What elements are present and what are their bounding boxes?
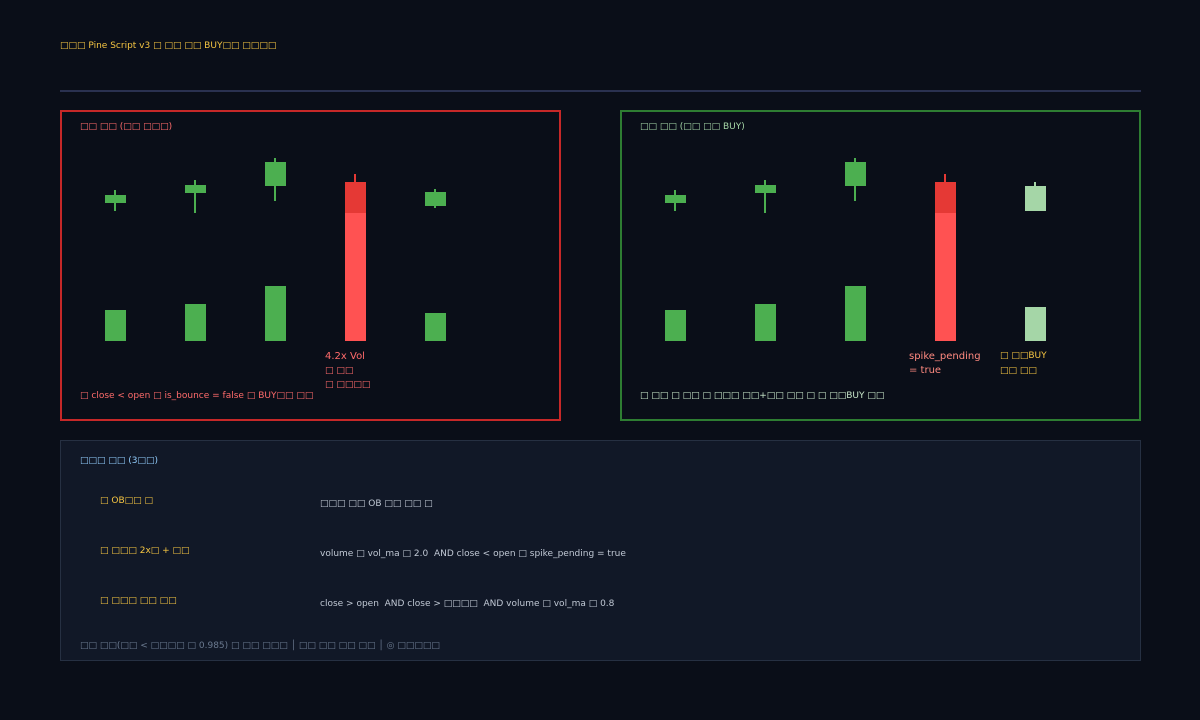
annotation: spike_pending: [909, 351, 981, 362]
condition-name: □ OB□□ □: [100, 496, 153, 506]
volume-bar: [845, 286, 866, 341]
conditions-title: □□□ □□ (3□□): [80, 456, 158, 466]
candle-body: [665, 195, 686, 203]
annotation: □ □□BUY: [1000, 351, 1047, 361]
wick: [764, 180, 766, 213]
volume-bar: [755, 304, 776, 341]
right-panel: [620, 110, 1141, 421]
wick: [1034, 182, 1036, 186]
candle-body: [105, 195, 126, 203]
condition-rule: □□□ □□ OB □□ □□ □: [320, 499, 433, 509]
candle-body: [185, 185, 206, 193]
left-panel: [60, 110, 561, 421]
candle-body: [935, 182, 956, 213]
conditions-panel: [60, 440, 1141, 661]
volume-bar: [1025, 307, 1046, 341]
annotation: = true: [909, 365, 942, 376]
annotation: □ □□: [325, 366, 354, 376]
candle-body: [265, 162, 286, 186]
volume-bar: [935, 213, 956, 341]
volume-bar: [105, 310, 126, 341]
candle-body: [1025, 186, 1046, 211]
condition-rule: volume □ vol_ma □ 2.0 AND close < open □…: [320, 549, 626, 559]
annotation: □□ □□: [1000, 366, 1037, 376]
annotation: □ □□□□: [325, 380, 371, 390]
footer: □□ □□(□□ < □□□□ □ 0.985) □ □□ □□□ │ □□ □…: [80, 641, 440, 651]
candle-body: [845, 162, 866, 186]
divider: [60, 90, 1141, 92]
panel-label: □□ □□ (□□ □□ BUY): [640, 122, 745, 132]
candle-body: [425, 192, 446, 206]
volume-bar: [425, 313, 446, 341]
title: □□□ Pine Script v3 □ □□ □□ BUY□□ □□□□: [60, 41, 277, 51]
volume-bar: [185, 304, 206, 341]
panel-note: □ close < open □ is_bounce = false □ BUY…: [80, 391, 314, 401]
annotation: 4.2x Vol: [325, 351, 365, 362]
condition-name: □ □□□ 2x□ + □□: [100, 546, 190, 556]
condition-rule: close > open AND close > □□□□ AND volume…: [320, 599, 615, 609]
volume-bar: [665, 310, 686, 341]
panel-label: □□ □□ (□□ □□□): [80, 122, 173, 132]
condition-name: □ □□□ □□ □□: [100, 596, 177, 606]
wick: [194, 180, 196, 213]
panel-note: □ □□ □ □□ □ □□□ □□+□□ □□ □ □ □□BUY □□: [640, 391, 885, 401]
volume-bar: [345, 213, 366, 341]
volume-bar: [265, 286, 286, 341]
candle-body: [345, 182, 366, 213]
candle-body: [755, 185, 776, 193]
